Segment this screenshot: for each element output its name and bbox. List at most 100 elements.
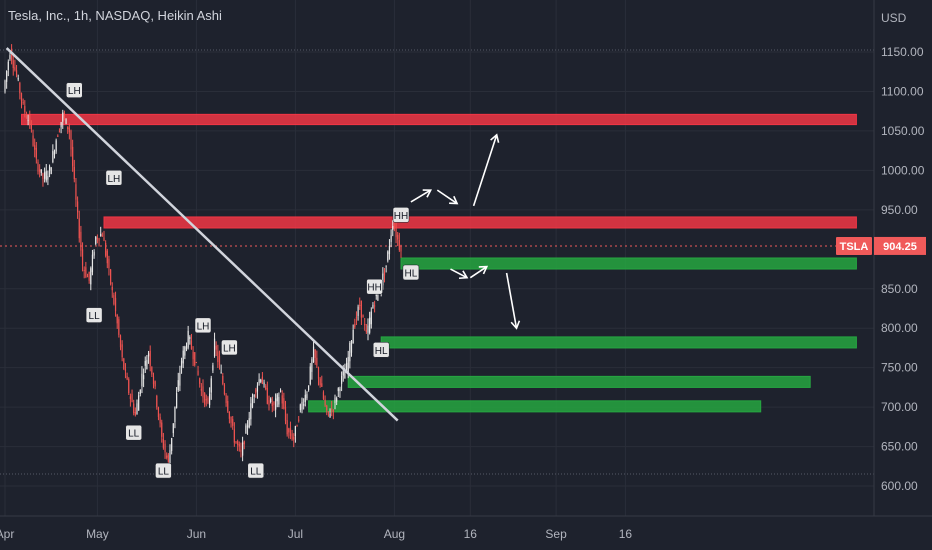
candle-body: [309, 366, 311, 385]
candle-body: [182, 350, 184, 364]
candle-body: [223, 385, 226, 395]
candle-body: [232, 419, 234, 426]
candle-body: [375, 293, 377, 297]
candle-body: [204, 393, 206, 405]
price-axis-panel: [874, 0, 932, 550]
y-tick-label: 1000.00: [881, 163, 925, 177]
candle-body: [159, 417, 161, 424]
candle-body: [369, 317, 371, 333]
candle-body: [387, 251, 389, 261]
candle-body: [240, 449, 242, 452]
candle-body: [246, 425, 249, 428]
candle-body: [332, 409, 334, 412]
candle-body: [284, 407, 287, 421]
resistance-zone: [21, 113, 857, 126]
candle-body: [238, 444, 240, 447]
swing-label-text: LL: [250, 467, 262, 478]
candle-body: [146, 359, 148, 370]
swing-label-lh: LH: [66, 82, 83, 98]
candle-body: [250, 403, 252, 420]
candle-body: [22, 102, 24, 104]
candle-body: [213, 338, 216, 357]
projection-arrow: [410, 189, 433, 203]
candle-body: [24, 106, 26, 113]
swing-label-lh: LH: [221, 339, 238, 356]
y-tick-label: 750.00: [881, 361, 918, 375]
x-tick-label: Jun: [187, 527, 206, 541]
candle-body: [108, 258, 110, 269]
candle-body: [187, 330, 189, 348]
candle-body: [374, 305, 376, 307]
candle-body: [48, 166, 51, 171]
candle-body: [215, 345, 217, 350]
candle-body: [253, 395, 255, 397]
candle-body: [78, 218, 80, 239]
candle-body: [105, 242, 107, 256]
candle-body: [352, 329, 354, 344]
candle-body: [347, 356, 349, 374]
candle-body: [316, 357, 318, 366]
candle-body: [397, 234, 399, 240]
candle-body: [19, 83, 21, 94]
candle-body: [258, 379, 260, 383]
candle-body: [152, 376, 155, 385]
candle-body: [209, 393, 211, 406]
candle-body: [88, 271, 90, 281]
candle-body: [195, 362, 197, 364]
candle-body: [91, 254, 94, 273]
candle-body: [169, 450, 171, 469]
candle-body: [123, 358, 125, 369]
swing-label-ll: LL: [125, 424, 142, 441]
candle-body: [230, 416, 232, 423]
candle-body: [162, 439, 164, 448]
candle-body: [90, 268, 92, 285]
swing-label-ll: LL: [85, 307, 103, 323]
candle-body: [11, 48, 13, 61]
projection-arrow-head: [510, 320, 521, 330]
candle-body: [57, 135, 59, 137]
candle-body: [32, 135, 34, 146]
candle-body: [129, 396, 131, 399]
candle-body: [42, 173, 44, 179]
candle-body: [199, 378, 201, 384]
candle-body: [164, 443, 166, 453]
y-tick-label: 650.00: [881, 440, 918, 454]
candle-body: [77, 201, 79, 213]
swing-label-hh: HH: [392, 207, 410, 223]
candle-body: [392, 226, 394, 230]
candle-body: [303, 404, 305, 406]
candle-body: [341, 375, 343, 384]
swing-label-text: HH: [394, 211, 408, 222]
candle-body: [321, 383, 323, 387]
candle-body: [96, 237, 98, 240]
projection-arrow-head: [458, 270, 469, 280]
candle-body: [256, 385, 259, 392]
candle-body: [354, 323, 356, 328]
candle-body: [134, 411, 136, 415]
projection-arrow-head: [478, 265, 489, 275]
candle-body: [52, 150, 54, 163]
candle-body: [141, 373, 143, 387]
swing-label-hh: HH: [366, 278, 383, 295]
candle-body: [243, 441, 245, 445]
x-tick-label: 16: [619, 527, 633, 541]
candle-body: [265, 385, 267, 390]
candle-body: [106, 250, 108, 264]
projection-arrow-head: [490, 133, 500, 143]
candle-body: [180, 360, 183, 368]
y-tick-label: 850.00: [881, 282, 918, 296]
resistance-zone: [103, 216, 857, 229]
candle-body: [35, 147, 37, 159]
candle-body: [350, 341, 353, 353]
swing-label-box: [247, 462, 265, 479]
candle-body: [266, 388, 268, 404]
candle-body: [339, 388, 341, 392]
symbol-tag: TSLA: [836, 236, 872, 255]
candle-body: [73, 166, 75, 180]
swing-label-box: [105, 170, 123, 186]
candle-body: [344, 371, 346, 379]
candle-body: [202, 386, 204, 398]
projection-arrow-head: [422, 189, 433, 198]
